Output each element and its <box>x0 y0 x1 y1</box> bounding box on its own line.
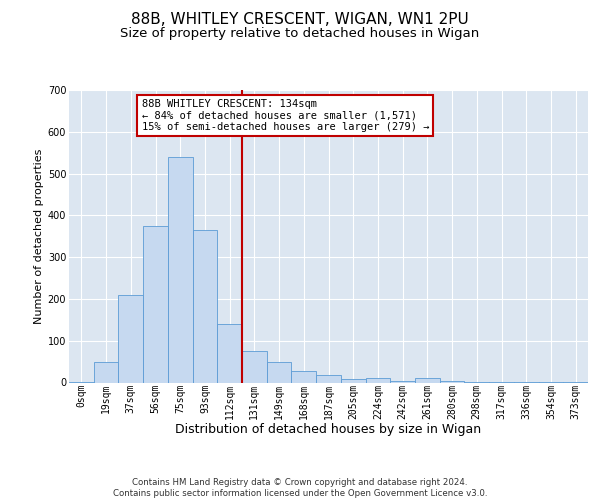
Bar <box>292 371 316 382</box>
Bar <box>94 362 118 382</box>
Bar <box>316 375 341 382</box>
Bar <box>390 381 415 382</box>
Bar <box>168 157 193 382</box>
Bar <box>118 294 143 382</box>
Y-axis label: Number of detached properties: Number of detached properties <box>34 148 44 324</box>
Text: 88B WHITLEY CRESCENT: 134sqm
← 84% of detached houses are smaller (1,571)
15% of: 88B WHITLEY CRESCENT: 134sqm ← 84% of de… <box>142 99 429 132</box>
Bar <box>242 351 267 382</box>
Bar <box>143 226 168 382</box>
Bar <box>267 362 292 382</box>
Bar <box>440 381 464 382</box>
Bar <box>341 379 365 382</box>
Bar <box>193 230 217 382</box>
X-axis label: Distribution of detached houses by size in Wigan: Distribution of detached houses by size … <box>175 424 482 436</box>
Text: Contains HM Land Registry data © Crown copyright and database right 2024.
Contai: Contains HM Land Registry data © Crown c… <box>113 478 487 498</box>
Bar <box>217 324 242 382</box>
Text: Size of property relative to detached houses in Wigan: Size of property relative to detached ho… <box>121 28 479 40</box>
Bar <box>365 378 390 382</box>
Bar <box>415 378 440 382</box>
Text: 88B, WHITLEY CRESCENT, WIGAN, WN1 2PU: 88B, WHITLEY CRESCENT, WIGAN, WN1 2PU <box>131 12 469 28</box>
